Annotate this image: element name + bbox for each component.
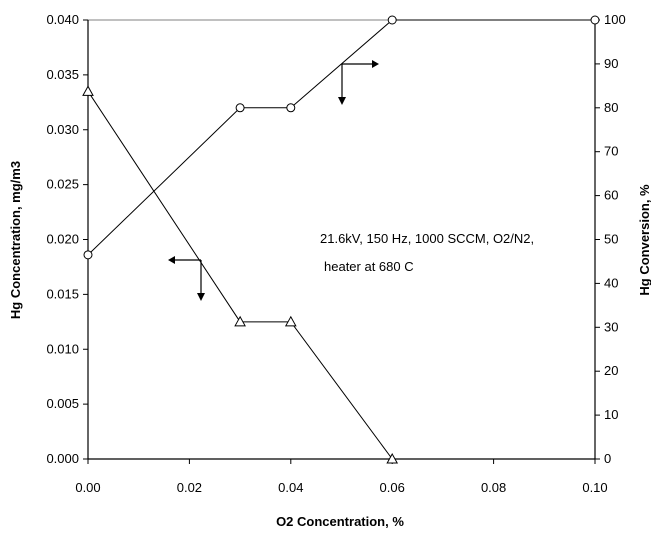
right-y-tick-label: 70: [604, 144, 618, 159]
x-tick-label: 0.10: [582, 480, 607, 495]
arrowhead-right: [372, 60, 379, 68]
x-tick-label: 0.02: [177, 480, 202, 495]
left-y-tick-label: 0.025: [46, 177, 79, 192]
right-y-tick-label: 30: [604, 319, 618, 334]
circle-marker: [286, 103, 296, 113]
right-y-tick-label: 10: [604, 407, 618, 422]
triangle-marker: [284, 315, 297, 327]
right-y-tick-label: 0: [604, 451, 611, 466]
x-axis: 0.00 0.02 0.04 0.06 0.08 0.10: [75, 459, 608, 495]
annotation-line-1: 21.6kV, 150 Hz, 1000 SCCM, O2/N2,: [320, 231, 534, 246]
right-y-tick-label: 50: [604, 232, 618, 247]
triangle-marker: [386, 452, 399, 464]
x-tick-label: 0.04: [278, 480, 303, 495]
series-layer: [82, 15, 600, 464]
circle-marker: [83, 250, 93, 260]
arrowhead-down: [338, 97, 346, 105]
arrowhead-down: [197, 293, 205, 301]
left-y-tick-label: 0.000: [46, 451, 79, 466]
right-y-axis: 0 10 20 30 40 50 60 70 80 90 100: [595, 12, 626, 466]
left-y-tick-label: 0.010: [46, 341, 79, 356]
triangle-series-line: [87, 91, 393, 460]
circle-marker: [235, 103, 245, 113]
right-y-axis-title: Hg Conversion, %: [637, 184, 651, 296]
left-y-tick-label: 0.020: [46, 232, 79, 247]
arrowhead-left: [168, 256, 175, 264]
x-axis-title: O2 Concentration, %: [276, 514, 404, 529]
right-y-tick-label: 60: [604, 188, 618, 203]
left-y-tick-label: 0.040: [46, 12, 79, 27]
left-y-axis: 0.000 0.005 0.010 0.015 0.020 0.025 0.030 0.035…: [46, 12, 88, 466]
left-y-tick-label: 0.005: [46, 396, 79, 411]
circle-series-line: [87, 19, 595, 256]
pointer-to-right-axis: [338, 60, 379, 105]
left-y-tick-label: 0.030: [46, 122, 79, 137]
x-tick-label: 0.08: [481, 480, 506, 495]
circle-marker: [590, 15, 600, 25]
right-y-tick-label: 80: [604, 100, 618, 115]
left-y-tick-label: 0.015: [46, 286, 79, 301]
triangle-marker: [82, 85, 94, 96]
right-y-tick-label: 40: [604, 275, 618, 290]
pointer-arrows: [168, 60, 379, 301]
x-tick-label: 0.06: [380, 480, 405, 495]
circle-marker: [387, 15, 397, 25]
triangle-marker: [234, 315, 246, 327]
annotation-line-2: heater at 680 C: [324, 259, 414, 274]
pointer-to-left-axis: [168, 256, 205, 301]
right-y-tick-label: 90: [604, 56, 618, 71]
x-tick-label: 0.00: [75, 480, 100, 495]
left-y-axis-title: Hg Concentration, mg/m3: [8, 161, 23, 319]
left-y-tick-label: 0.035: [46, 67, 79, 82]
right-y-tick-label: 20: [604, 363, 618, 378]
right-y-tick-label: 100: [604, 12, 626, 27]
